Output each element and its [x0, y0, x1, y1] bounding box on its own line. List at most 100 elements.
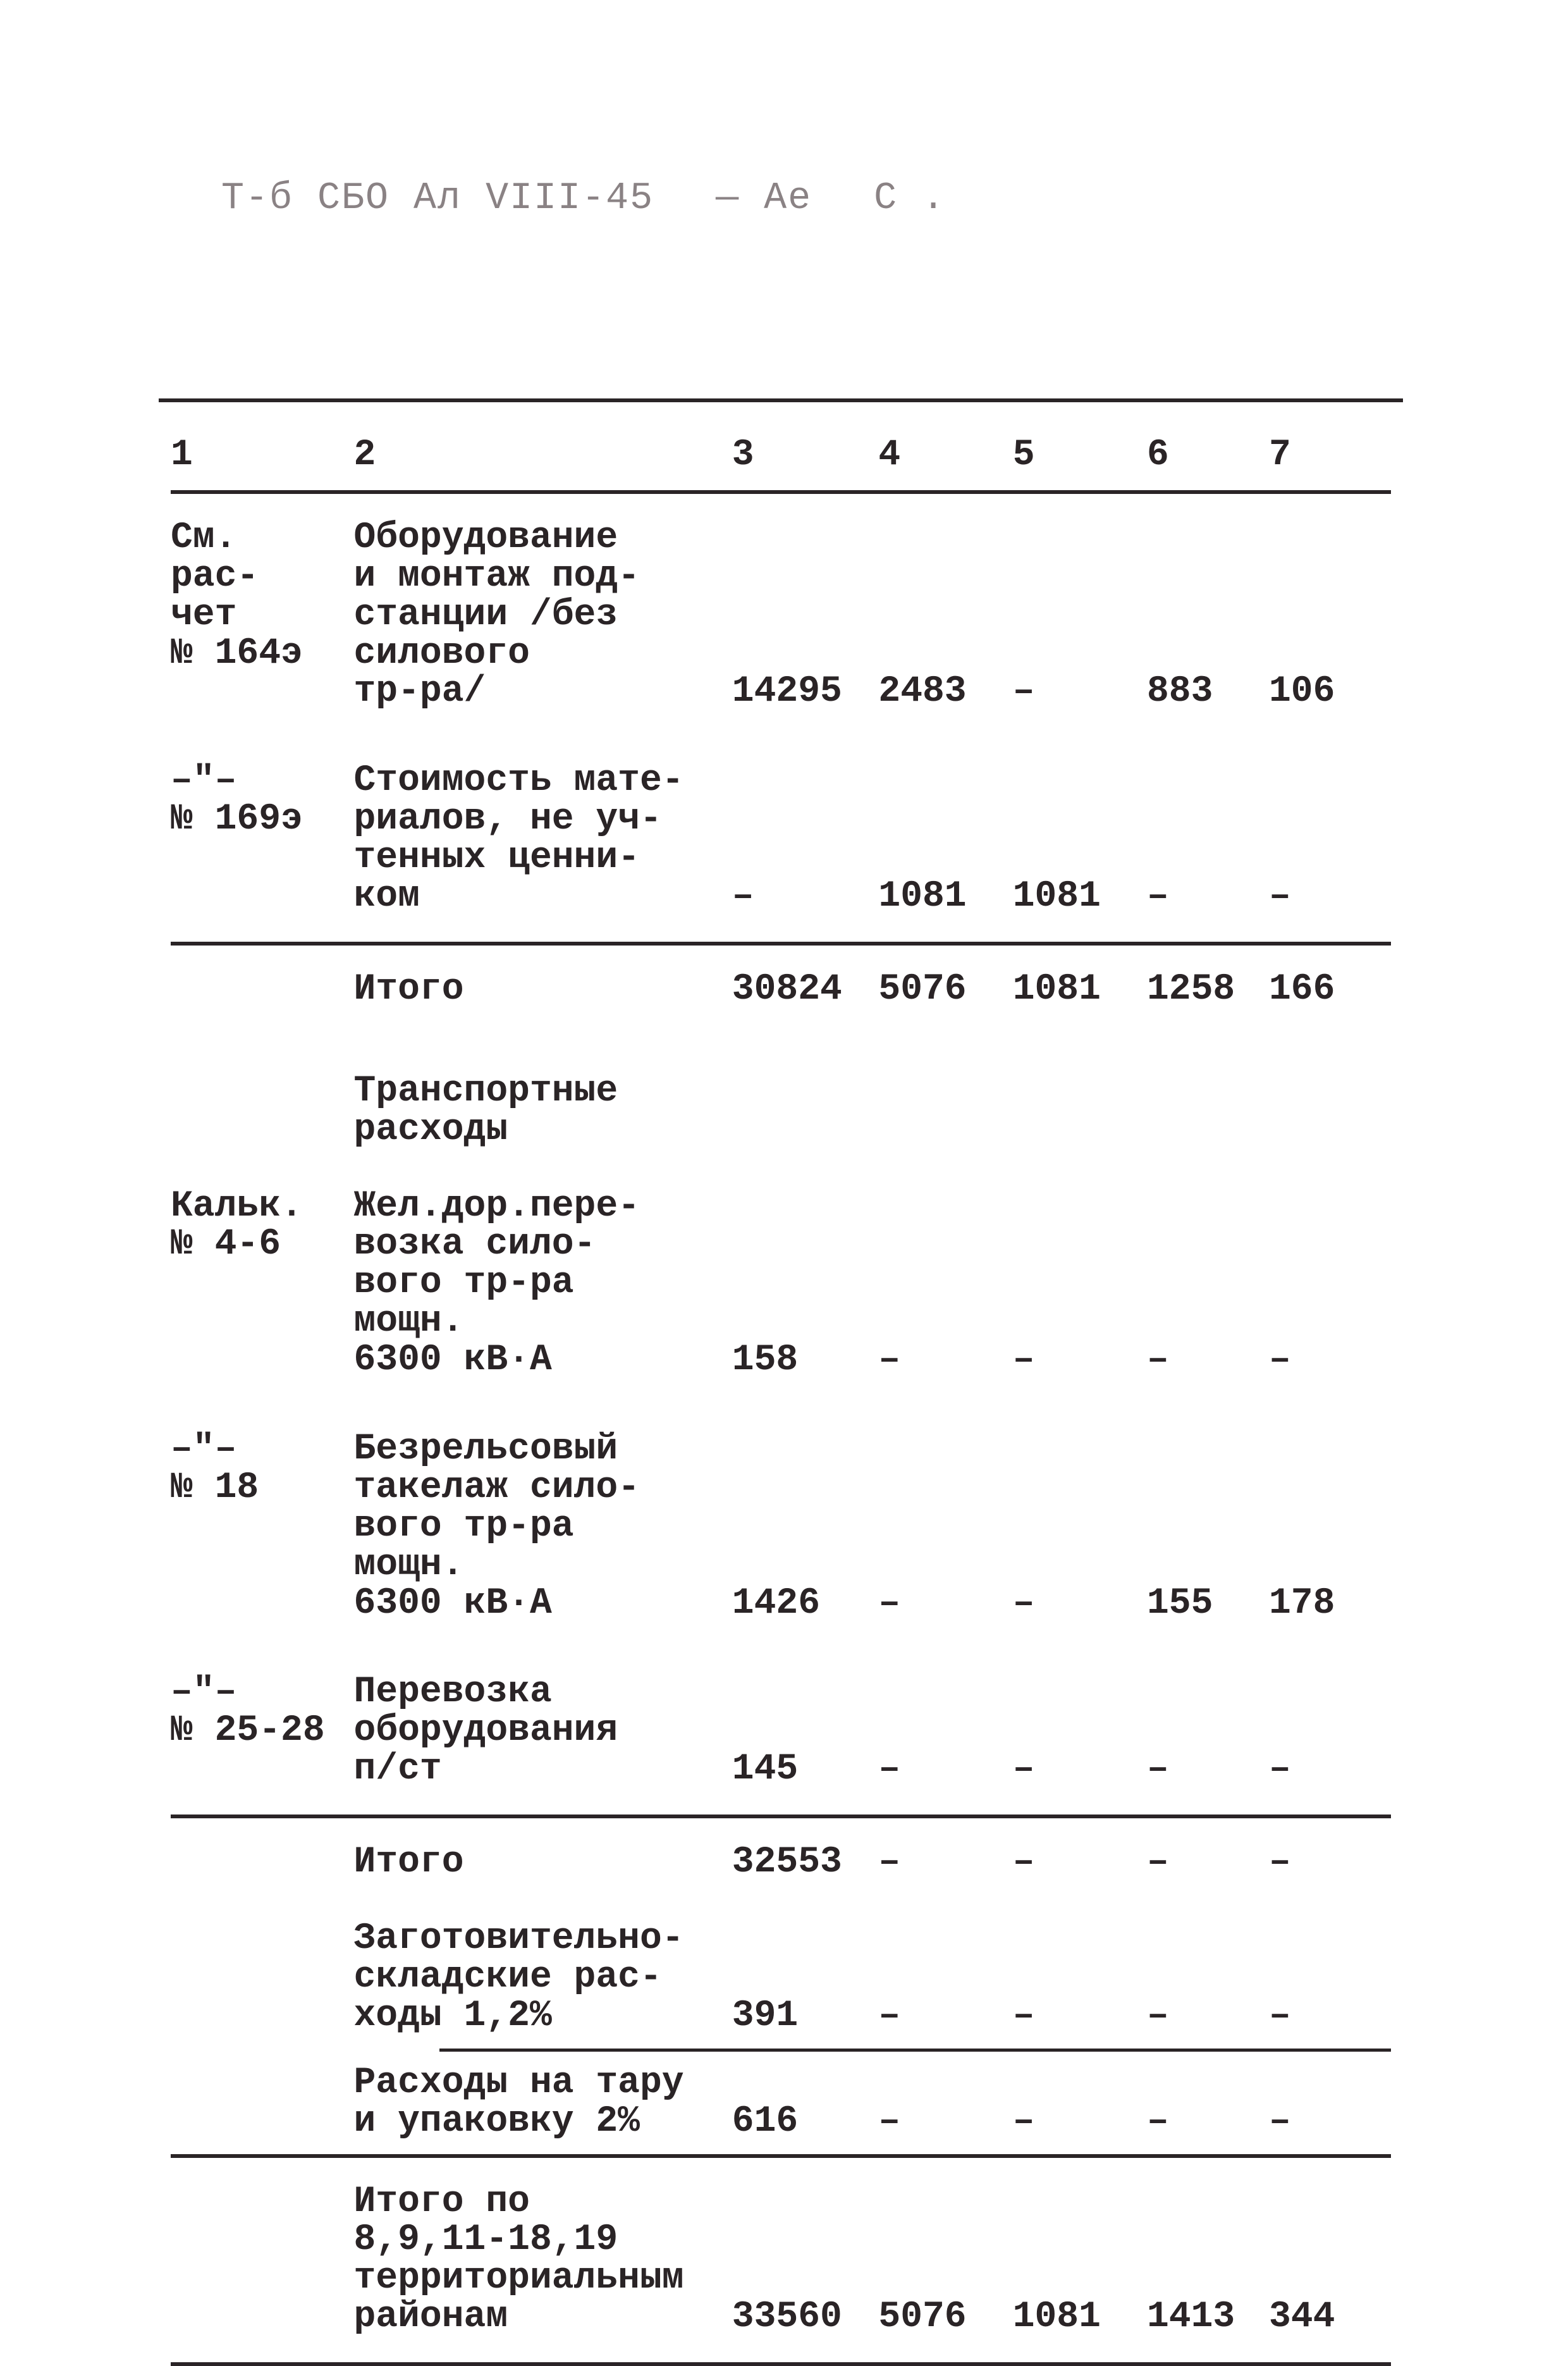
rule-row — [171, 2362, 1391, 2366]
header-mid: — Ае — [716, 177, 812, 220]
cell-c5: – — [1013, 1818, 1147, 1907]
table-row: Итого по8,9,11-18,19территориальнымрайон… — [171, 2158, 1391, 2363]
cell-c7: – — [1269, 737, 1391, 942]
rule-cell — [171, 2362, 1391, 2366]
cell-c4: – — [878, 1405, 1012, 1648]
cell-c6: – — [1147, 1648, 1269, 1815]
cell-c4: – — [878, 1907, 1012, 2049]
cell-c6: – — [1147, 1818, 1269, 1907]
cell-c7: – — [1269, 1818, 1391, 1907]
cell-c4: 1081 — [878, 737, 1012, 942]
col-6: 6 — [1147, 421, 1269, 490]
cell-c3: 158 — [732, 1162, 879, 1405]
cell-c7: – — [1269, 1907, 1391, 2049]
cell-c3: 32553 — [732, 1818, 879, 1907]
col-3: 3 — [732, 421, 879, 490]
cell-c6: – — [1147, 1162, 1269, 1405]
table-head: 1 2 3 4 5 6 7 — [171, 421, 1391, 490]
cell-c1: –"–№ 169э — [171, 737, 354, 942]
cell-c2: Итого — [354, 946, 732, 1035]
table-row: –"–№ 169эСтоимость мате-риалов, не уч-те… — [171, 737, 1391, 942]
col-7: 7 — [1269, 421, 1391, 490]
cell-c6: 1413 — [1147, 2158, 1269, 2363]
cell-c7: – — [1269, 1162, 1391, 1405]
cell-c5: – — [1013, 494, 1147, 737]
cell-c4: 5076 — [878, 2158, 1012, 2363]
table-row: Итого32553–––– — [171, 1818, 1391, 1907]
cell-c3 — [732, 1035, 879, 1162]
cell-c5 — [1013, 1035, 1147, 1162]
cell-c3: 30824 — [732, 946, 879, 1035]
header-row: 1 2 3 4 5 6 7 — [171, 421, 1391, 490]
cell-c5: – — [1013, 2052, 1147, 2154]
cell-c2: Жел.дор.пере-возка сило-вого тр-рамощн.6… — [354, 1162, 732, 1405]
table-row: Заготовительно-складские рас-ходы 1,2%39… — [171, 1907, 1391, 2049]
cell-c1: Кальк.№ 4-6 — [171, 1162, 354, 1405]
cell-c7: 178 — [1269, 1405, 1391, 1648]
table-body: См.рас-чет№ 164эОборудованиеи монтаж под… — [171, 490, 1391, 2366]
cell-c3: 33560 — [732, 2158, 879, 2363]
cell-c4 — [878, 1035, 1012, 1162]
cell-c4: – — [878, 2052, 1012, 2154]
cell-c2: Расходы на таруи упаковку 2% — [354, 2052, 732, 2154]
cell-c2: Перевозкаоборудованияп/ст — [354, 1648, 732, 1815]
cell-c2: Транспортныерасходы — [354, 1035, 732, 1162]
cell-c5: – — [1013, 1162, 1147, 1405]
header-right: С . — [874, 177, 946, 220]
cell-c2: Стоимость мате-риалов, не уч-тенных ценн… — [354, 737, 732, 942]
cell-c1 — [171, 2158, 354, 2363]
table-row: См.рас-чет№ 164эОборудованиеи монтаж под… — [171, 494, 1391, 737]
cell-c3: 616 — [732, 2052, 879, 2154]
cell-c6: 155 — [1147, 1405, 1269, 1648]
cell-c5: 1081 — [1013, 737, 1147, 942]
cell-c5: – — [1013, 1405, 1147, 1648]
cell-c7: 106 — [1269, 494, 1391, 737]
cell-c5: 1081 — [1013, 946, 1147, 1035]
cell-c2: Безрельсовыйтакелаж сило-вого тр-рамощн.… — [354, 1405, 732, 1648]
cell-c3: – — [732, 737, 879, 942]
cell-c6: – — [1147, 1907, 1269, 2049]
cell-c1 — [171, 1907, 354, 2049]
cell-c7 — [1269, 1035, 1391, 1162]
cell-c3: 145 — [732, 1648, 879, 1815]
cell-c6: – — [1147, 2052, 1269, 2154]
cell-c2: Итого — [354, 1818, 732, 1907]
col-2: 2 — [354, 421, 732, 490]
table-row: Итого30824507610811258166 — [171, 946, 1391, 1035]
table-row: Транспортныерасходы — [171, 1035, 1391, 1162]
col-5: 5 — [1013, 421, 1147, 490]
cell-c5: – — [1013, 1648, 1147, 1815]
cell-c4: – — [878, 1162, 1012, 1405]
header-left: Т-б СБО Ал VIII-45 — [221, 177, 654, 220]
col-4: 4 — [878, 421, 1012, 490]
cell-c1: См.рас-чет№ 164э — [171, 494, 354, 737]
cell-c4: 2483 — [878, 494, 1012, 737]
cell-c6: 883 — [1147, 494, 1269, 737]
table-row: –"–№ 18Безрельсовыйтакелаж сило-вого тр-… — [171, 1405, 1391, 1648]
cell-c3: 1426 — [732, 1405, 879, 1648]
cell-c3: 391 — [732, 1907, 879, 2049]
page: Т-б СБО Ал VIII-45 — Ае С . 1 2 3 4 5 6 … — [0, 0, 1568, 2219]
cell-c1 — [171, 946, 354, 1035]
cell-c7: 344 — [1269, 2158, 1391, 2363]
table-wrap: 1 2 3 4 5 6 7 См.рас-чет№ 164эОборудован… — [171, 398, 1391, 2366]
cell-c5: – — [1013, 1907, 1147, 2049]
cell-c1 — [171, 1035, 354, 1162]
cell-c4: – — [878, 1818, 1012, 1907]
cell-c2: Оборудованиеи монтаж под-станции /безсил… — [354, 494, 732, 737]
cell-c1: –"–№ 18 — [171, 1405, 354, 1648]
cell-c6 — [1147, 1035, 1269, 1162]
cell-c4: 5076 — [878, 946, 1012, 1035]
cell-c2: Заготовительно-складские рас-ходы 1,2% — [354, 1907, 732, 2049]
col-1: 1 — [171, 421, 354, 490]
table-row: Кальк.№ 4-6Жел.дор.пере-возка сило-вого … — [171, 1162, 1391, 1405]
cell-c1 — [171, 2052, 354, 2154]
cell-c6: 1258 — [1147, 946, 1269, 1035]
cell-c1: –"–№ 25-28 — [171, 1648, 354, 1815]
header: Т-б СБО Ал VIII-45 — Ае С . — [221, 177, 1296, 220]
cell-c2: Итого по8,9,11-18,19территориальнымрайон… — [354, 2158, 732, 2363]
table-row: Расходы на таруи упаковку 2%616–––– — [171, 2052, 1391, 2154]
cell-c7: – — [1269, 1648, 1391, 1815]
cell-c5: 1081 — [1013, 2158, 1147, 2363]
cell-c3: 14295 — [732, 494, 879, 737]
